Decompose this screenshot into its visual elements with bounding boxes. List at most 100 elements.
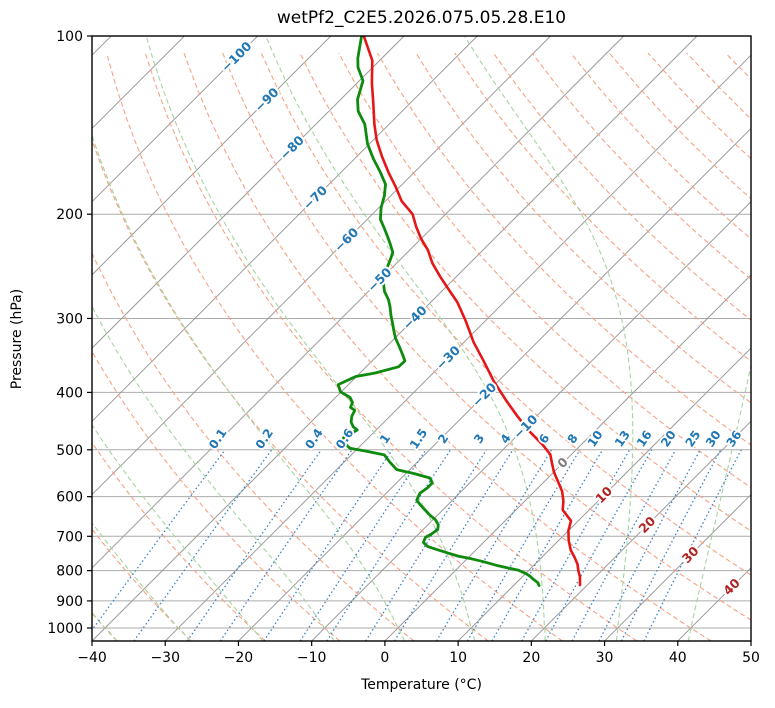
dry-adiabat-line <box>260 52 751 576</box>
mixing-ratio-label: 25 <box>683 428 704 450</box>
dewpoint-curve <box>336 36 541 587</box>
y-tick-label: 1000 <box>47 621 83 637</box>
dry-adiabat-line <box>144 52 638 641</box>
isotherm-line <box>604 493 751 641</box>
mixing-ratio-label: 16 <box>634 428 655 450</box>
x-tick-labels-group: −40 −30 −20 −10 0 10 20 30 40 50 <box>77 650 760 666</box>
dry-adiabat-line <box>415 52 751 404</box>
mixing-ratio-label: 2 <box>435 431 451 446</box>
moist-adiabat-line <box>145 36 476 641</box>
moist-adiabat-line <box>92 305 335 641</box>
mixing-ratio-line <box>571 449 677 641</box>
dry-adiabat-line <box>492 52 751 321</box>
dry-adiabat-line <box>570 52 751 240</box>
y-tick-label: 700 <box>56 529 83 545</box>
isotherm-line <box>164 54 751 641</box>
isobars-group <box>92 36 751 629</box>
dry-adiabat-line <box>92 138 489 641</box>
moist-adiabat-line <box>265 36 546 641</box>
dry-adiabat-line <box>338 52 751 489</box>
y-tick-label: 600 <box>56 490 83 506</box>
mixing-ratio-line <box>435 449 553 641</box>
isotherms-group <box>92 36 751 641</box>
mixing-ratio-label: 1.5 <box>407 426 430 451</box>
moist-adiabat-line <box>92 521 191 641</box>
x-tick-label: 30 <box>596 650 614 666</box>
isotherm-line <box>750 640 751 641</box>
mixing-ratio-line <box>263 449 393 641</box>
isotherm-line <box>92 36 332 276</box>
y-tick-label: 200 <box>56 207 83 223</box>
chart-title: wetPf2_C2E5.2026.075.05.28.E10 <box>276 8 567 28</box>
isotherm-line <box>92 36 259 203</box>
x-tick-label: 20 <box>522 650 540 666</box>
isotherm-line <box>92 36 625 569</box>
isotherm-line <box>92 36 551 496</box>
x-tick-label: 10 <box>449 650 467 666</box>
y-tick-label: 900 <box>56 594 83 610</box>
mixing-ratio-label: 20 <box>658 428 679 450</box>
mixing-ratio-line <box>545 449 653 641</box>
dry-adiabat-line <box>92 251 415 641</box>
mixing-ratio-labels: 0.1 0.2 0.4 0.6 1 1.5 2 3 4 6 8 10 13 16 20 25 30 36 <box>204 424 746 453</box>
isotherm-line <box>92 36 478 423</box>
x-tick-label: −20 <box>224 650 254 666</box>
x-tick-label: 50 <box>742 650 760 666</box>
moist-adiabat-line <box>687 362 751 641</box>
y-tick-label: 100 <box>56 29 83 45</box>
dry-adiabat-line <box>106 52 563 641</box>
x-ticks-group <box>91 641 752 646</box>
x-tick-label: −10 <box>297 650 327 666</box>
y-tick-label: 400 <box>56 385 83 401</box>
mixing-ratio-label: 8 <box>564 431 580 446</box>
mixing-ratio-label: 13 <box>612 428 633 450</box>
dry-adiabat-line <box>183 52 712 641</box>
x-tick-label: 40 <box>669 650 687 666</box>
temperature-curve <box>362 36 582 587</box>
isotherm-line <box>530 420 751 641</box>
mixing-ratio-line <box>643 449 742 641</box>
moist-adiabat-line <box>92 423 264 641</box>
mixing-ratio-label: 6 <box>536 431 552 446</box>
mixing-ratio-line <box>326 449 452 641</box>
moist-adiabat-line <box>0 36 43 641</box>
mixing-ratio-line <box>299 449 427 641</box>
dry-adiabats-group <box>92 52 751 641</box>
y-tick-label: 500 <box>56 443 83 459</box>
isotherm-line <box>238 127 751 641</box>
mixing-ratio-label: 10 <box>585 428 606 450</box>
dry-adiabat-line <box>454 52 751 362</box>
dry-adiabat-line <box>92 612 118 641</box>
dry-adiabat-line <box>376 52 751 446</box>
x-tick-label: −40 <box>77 650 107 666</box>
dry-adiabat-line <box>647 52 751 160</box>
x-tick-label: −30 <box>150 650 180 666</box>
mixing-ratio-label: 0.4 <box>302 426 325 451</box>
plot-border <box>91 35 752 642</box>
moist-adiabats-group <box>0 36 751 641</box>
isotherm-line <box>384 274 751 641</box>
isotherm-line <box>311 200 751 641</box>
isotherm-line <box>457 347 751 641</box>
mixing-ratio-line <box>491 449 604 641</box>
mixing-ratio-line <box>133 449 273 641</box>
mixing-ratio-group <box>92 449 742 641</box>
isotherm-line <box>92 36 405 349</box>
dry-adiabat-line <box>299 52 751 532</box>
y-tick-label: 300 <box>56 311 83 327</box>
mixing-ratio-line <box>219 449 353 641</box>
mixing-ratio-label: 3 <box>471 431 487 446</box>
mixing-ratio-label: 30 <box>703 428 724 450</box>
y-tick-label: 800 <box>56 564 83 580</box>
mixing-ratio-line <box>598 449 701 641</box>
y-tick-labels-group: 100 200 300 400 500 600 700 800 900 1000 <box>47 29 83 637</box>
y-ticks-group <box>87 35 92 629</box>
dry-adiabat-line <box>92 528 192 641</box>
moist-adiabat-line <box>92 133 406 641</box>
mixing-ratio-line <box>186 449 322 641</box>
dry-adiabat-line <box>92 441 266 641</box>
dry-adiabat-line <box>92 350 341 641</box>
plot-area: 0.1 0.2 0.4 0.6 1 1.5 2 3 4 6 8 10 13 16 20 25 30 36−100−… <box>0 36 751 641</box>
